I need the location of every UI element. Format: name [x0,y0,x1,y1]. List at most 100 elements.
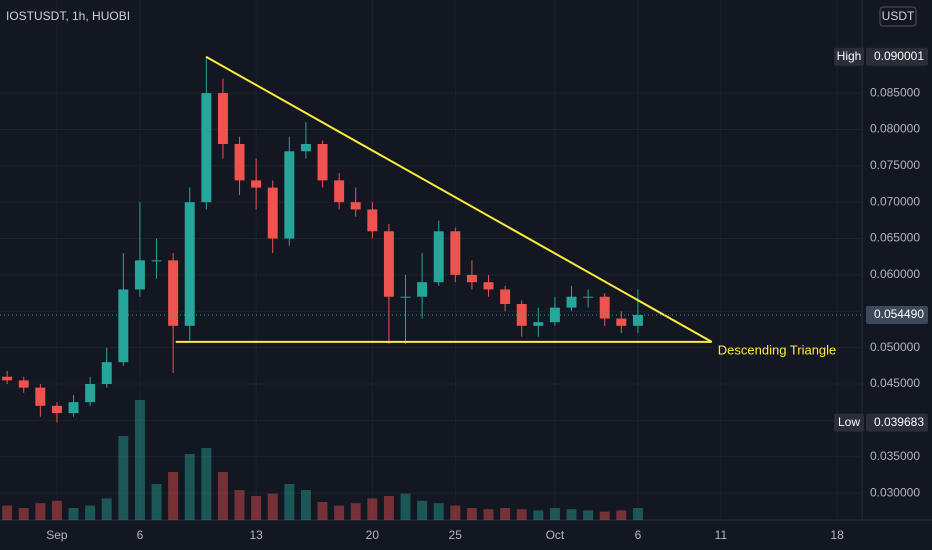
y-tick-label: 0.035000 [870,449,920,463]
volume-bar [417,500,428,520]
last-price-label: 0.054490 [874,307,924,321]
volume-bar [632,508,643,520]
volume-bar [101,498,112,520]
volume-bar [500,508,511,520]
volume-bar [267,493,278,520]
currency[interactable]: USDT [882,9,915,23]
volume-bar [533,510,544,520]
y-tick-label: 0.085000 [870,85,920,99]
y-tick-label: 0.060000 [870,267,920,281]
candle-body [616,318,627,326]
candle-body [251,180,262,188]
candle-body [400,296,411,298]
y-tick-label: 0.065000 [870,231,920,245]
volume-bar [201,448,212,520]
volume-bar [168,472,179,520]
y-tick-label: 0.075000 [870,158,920,172]
volume-bar [18,508,29,520]
x-tick-label: 6 [137,528,144,542]
volume-bar [118,436,129,520]
annotation: Descending Triangle [718,342,837,357]
candle-body [632,314,643,326]
x-tick-label: 11 [715,528,728,542]
candle-body [168,260,179,326]
y-tick-label: 0.045000 [870,376,920,390]
volume-bar [134,400,145,520]
axes: 0.0300000.0350000.0400000.0450000.050000… [46,47,928,542]
tag-box [834,413,864,432]
candle-body [35,387,46,406]
volume-bar [433,503,444,520]
x-tick-label: Oct [546,528,565,542]
volume-bar [350,503,361,520]
volume-bar [400,493,411,520]
x-tick-label: 13 [249,528,263,542]
candle-body [599,296,610,319]
candle-body [134,260,145,290]
volume-bar [483,509,494,520]
candle-body [284,151,295,239]
candle-body [483,282,494,290]
candle-body [583,296,594,298]
candle-body [433,231,444,283]
x-tick-label: 25 [449,528,463,542]
candle-body [500,289,511,304]
candle-body [184,202,195,326]
volume-bar [284,484,295,520]
volume-bar [599,511,610,520]
volume-bar [217,472,228,520]
volume-bar [234,490,245,520]
candle-body [234,144,245,181]
tag-name: High [837,49,862,63]
tag-value: 0.090001 [874,49,924,63]
volume-bar [450,505,461,520]
candle-body [383,231,394,297]
candle-body [118,289,129,363]
volume-bar [383,496,394,520]
y-tick-label: 0.080000 [870,122,920,136]
volume-bar [300,490,311,520]
volume-bar [334,505,345,520]
volume-bar [466,508,477,520]
volume-bar [516,509,527,520]
volume-bar [184,454,195,520]
volume [2,400,643,520]
candles [2,56,643,423]
y-tick-label: 0.030000 [870,485,920,499]
volume-bar [35,503,46,520]
volume-bar [367,498,378,520]
drawings: Descending Triangle [0,55,862,357]
trendline [205,55,713,343]
x-tick-label: Sep [46,528,68,542]
volume-bar [317,502,328,520]
tag-value-box [866,47,928,66]
tag-value: 0.039683 [874,415,924,429]
tag-box [834,47,864,66]
candle-body [516,304,527,326]
candle-body [267,187,278,239]
candle-body [151,260,162,262]
tag-value-box [866,413,928,432]
currency-box[interactable] [879,6,917,27]
candle-body [533,322,544,326]
volume-bar [251,496,262,520]
volume-bar [583,510,594,520]
candle-body [417,282,428,297]
chart-title: IOSTUSDT, 1h, HUOBI [6,9,130,23]
candle-body [101,362,112,384]
candle-body [217,93,228,144]
candle-body [68,402,79,414]
x-tick-label: 20 [366,528,380,542]
volume-bar [616,510,627,520]
tag-name: Low [838,415,860,429]
candle-body [450,231,461,275]
volume-bar [85,505,96,520]
volume-bar [151,484,162,520]
candle-body [317,144,328,181]
candle-body [466,274,477,283]
candle-body [85,384,96,403]
y-tick-label: 0.070000 [870,194,920,208]
last-price-box [866,305,928,324]
candle-body [201,93,212,203]
